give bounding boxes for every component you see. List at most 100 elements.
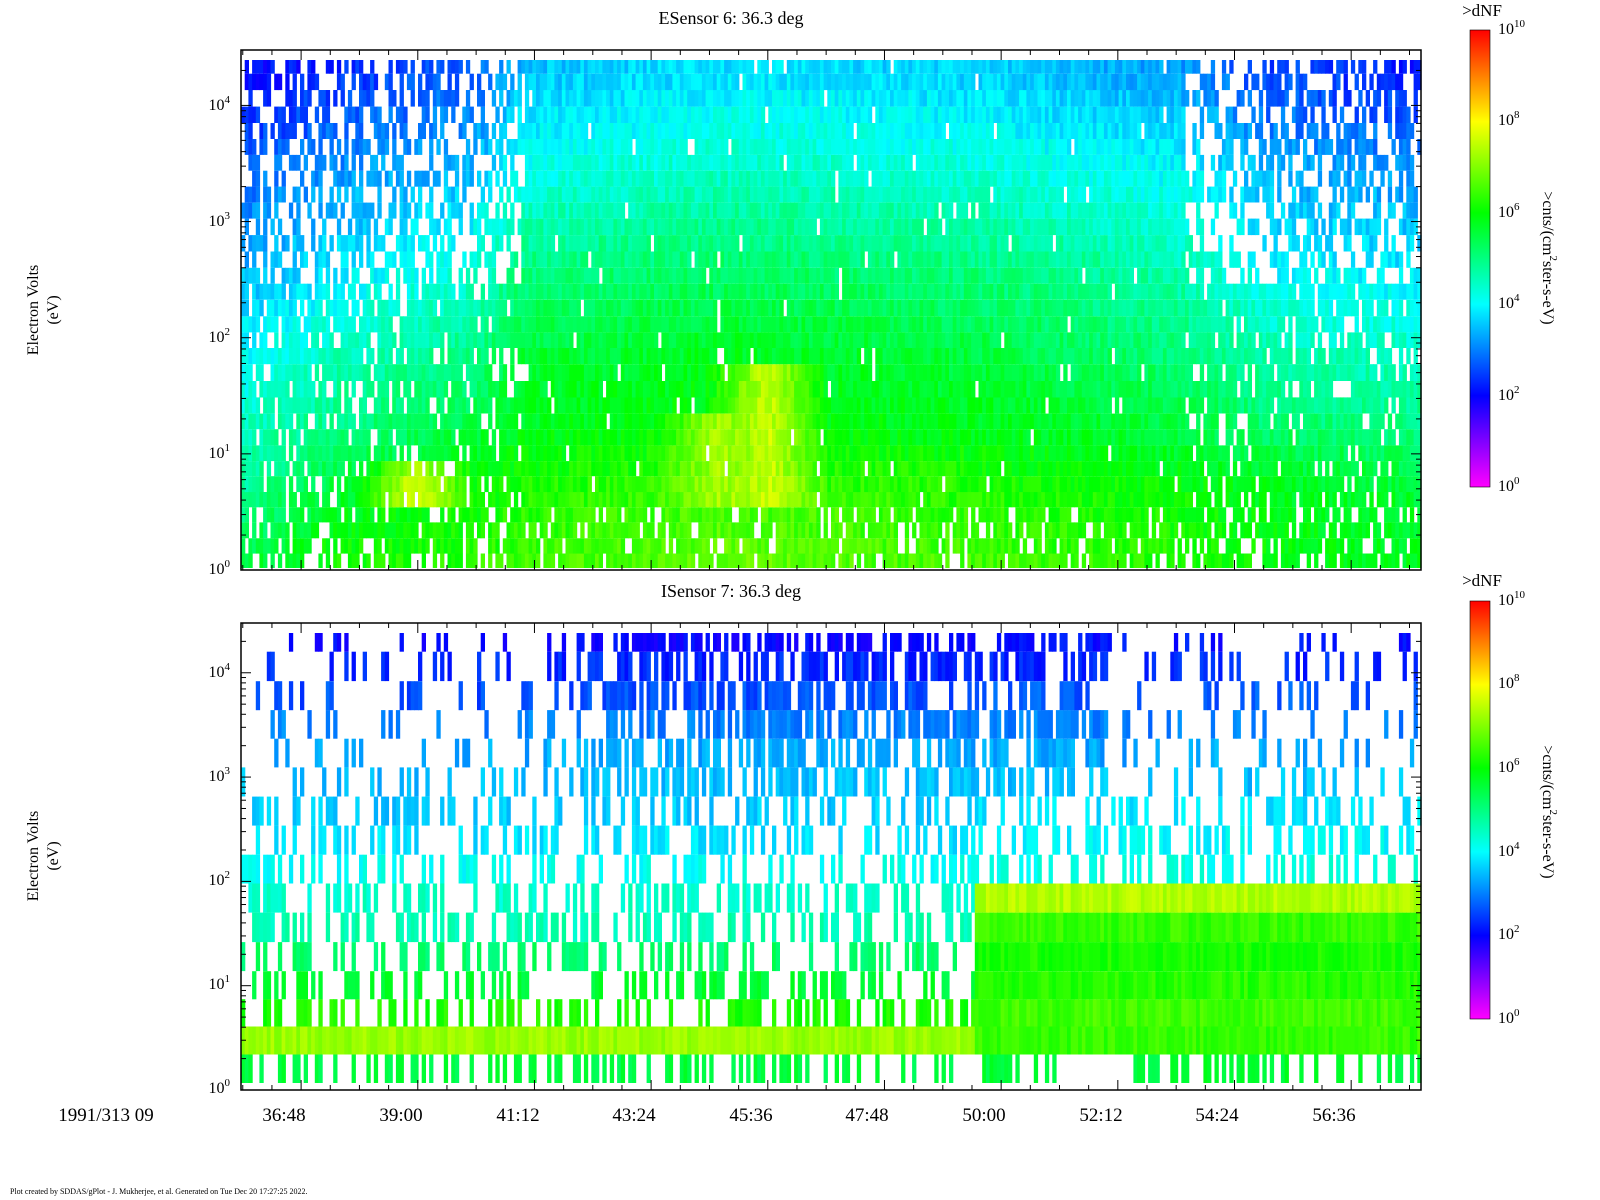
heatmap-cell: [517, 316, 522, 333]
heatmap-cell: [307, 445, 312, 462]
heatmap-cell: [783, 492, 788, 508]
heatmap-cell: [244, 186, 249, 203]
heatmap-cell: [816, 413, 821, 430]
heatmap-cell: [875, 60, 880, 74]
heatmap-cell: [646, 106, 651, 123]
heatmap-cell: [642, 445, 648, 462]
heatmap-cell: [705, 522, 710, 539]
heatmap-cell: [488, 251, 493, 268]
heatmap-cell: [554, 73, 559, 91]
heatmap-cell: [510, 106, 515, 123]
heatmap-cell: [617, 397, 622, 414]
heatmap-cell: [908, 492, 913, 508]
heatmap-cell: [724, 381, 729, 398]
heatmap-cell: [270, 381, 275, 398]
heatmap-cell: [425, 106, 430, 123]
heatmap-cell: [639, 476, 644, 493]
heatmap-cell: [285, 139, 290, 155]
heatmap-cell: [720, 123, 725, 139]
heatmap-cell: [838, 522, 843, 539]
heatmap-cell: [690, 445, 696, 462]
heatmap-cell: [875, 364, 880, 381]
heatmap-cell: [665, 60, 670, 74]
heatmap-cell: [362, 202, 367, 219]
heatmap-cell: [676, 538, 681, 554]
heatmap-cell: [583, 251, 589, 268]
heatmap-cell: [259, 461, 264, 477]
heatmap-cell: [790, 553, 795, 568]
heatmap-cell: [753, 123, 758, 139]
heatmap-cell: [307, 202, 312, 219]
heatmap-cell: [510, 553, 515, 568]
heatmap-cell: [418, 381, 423, 398]
heatmap-cell: [867, 139, 873, 155]
heatmap-cell: [620, 397, 626, 414]
heatmap-cell: [908, 235, 913, 252]
heatmap-cell: [561, 218, 567, 236]
heatmap-cell: [528, 522, 533, 539]
heatmap-cell: [263, 73, 268, 91]
heatmap-cell: [882, 267, 887, 284]
heatmap-cell: [853, 381, 858, 398]
heatmap-cell: [654, 283, 659, 300]
heatmap-cell: [690, 299, 696, 317]
heatmap-cell: [864, 429, 869, 446]
heatmap-cell: [602, 235, 607, 252]
heatmap-cell: [395, 170, 401, 187]
heatmap-cell: [558, 139, 563, 155]
heatmap-cell: [572, 73, 578, 91]
heatmap-cell: [606, 154, 611, 171]
heatmap-cell: [897, 283, 902, 300]
heatmap-cell: [366, 251, 371, 268]
heatmap-cell: [395, 507, 401, 523]
heatmap-cell: [620, 235, 626, 252]
heatmap-cell: [724, 170, 729, 187]
heatmap-cell: [576, 73, 581, 91]
heatmap-cell: [259, 492, 264, 508]
heatmap-cell: [628, 123, 633, 139]
heatmap-cell: [266, 476, 272, 493]
heatmap-cell: [513, 139, 519, 155]
heatmap-cell: [322, 106, 327, 123]
heatmap-cell: [241, 381, 246, 398]
heatmap-cell: [517, 538, 522, 554]
heatmap-cell: [764, 397, 769, 414]
heatmap-cell: [650, 251, 655, 268]
heatmap-cell: [709, 522, 714, 539]
heatmap-cell: [779, 90, 784, 107]
heatmap-cell: [572, 170, 578, 187]
heatmap-cell: [429, 429, 434, 446]
heatmap-cell: [307, 299, 312, 317]
heatmap-cell: [875, 299, 880, 317]
heatmap-cell: [805, 522, 810, 539]
heatmap-cell: [768, 123, 773, 139]
heatmap-cell: [831, 267, 836, 284]
heatmap-cell: [425, 90, 430, 107]
heatmap-cell: [808, 90, 814, 107]
heatmap-cell: [676, 170, 681, 187]
heatmap-cell: [764, 267, 769, 284]
heatmap-cell: [609, 553, 615, 568]
heatmap-cell: [875, 476, 880, 493]
heatmap-cell: [698, 381, 703, 398]
heatmap-cell: [528, 476, 533, 493]
heatmap-cell: [539, 522, 544, 539]
heatmap-cell: [753, 170, 758, 187]
heatmap-cell: [329, 507, 334, 523]
heatmap-cell: [901, 267, 906, 284]
heatmap-cell: [447, 538, 452, 554]
heatmap-cell: [724, 445, 729, 462]
heatmap-cell: [849, 538, 854, 554]
heatmap-cell: [388, 348, 393, 365]
heatmap-cell: [524, 90, 530, 107]
heatmap-cell: [539, 413, 544, 430]
heatmap-cell: [510, 461, 515, 477]
heatmap-cell: [340, 461, 345, 477]
heatmap-cell: [499, 364, 504, 381]
heatmap-cell: [336, 364, 342, 381]
heatmap-cell: [359, 154, 364, 171]
heatmap-cell: [569, 235, 574, 252]
heatmap-cell: [318, 553, 323, 568]
heatmap-cell: [281, 364, 286, 381]
heatmap-cell: [628, 202, 633, 219]
